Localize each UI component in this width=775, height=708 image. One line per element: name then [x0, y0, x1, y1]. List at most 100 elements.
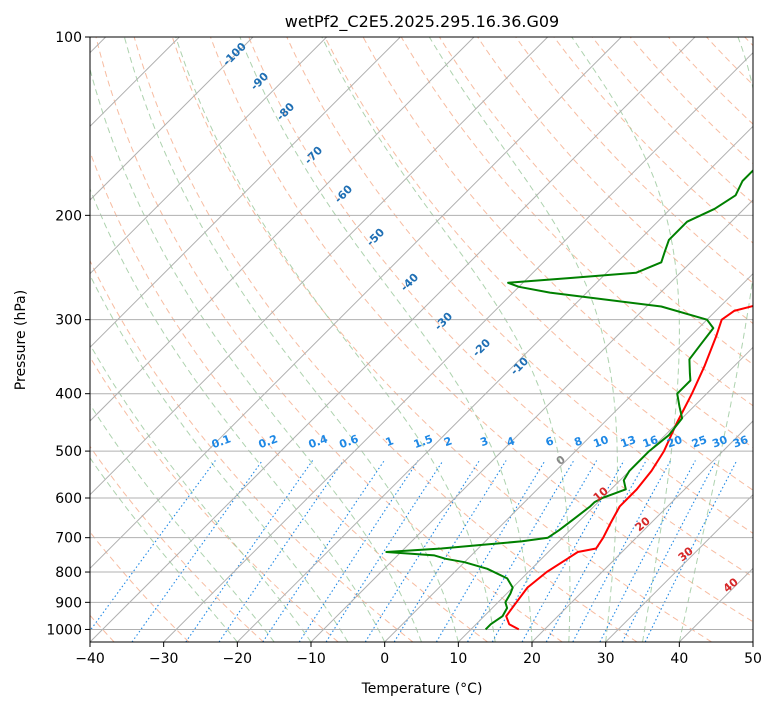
isotherm-line [90, 37, 549, 496]
isotherm-line [457, 346, 753, 642]
plot-frame [89, 36, 754, 643]
dry-adiabat-line [629, 37, 753, 165]
x-tick-label: 0 [380, 651, 389, 667]
moist-adiabat-line [90, 456, 238, 642]
y-tick-label: 900 [55, 595, 82, 611]
dry-adiabat-line [90, 150, 488, 642]
moist-adiabat-line [175, 37, 496, 642]
isotherm-line [236, 125, 753, 642]
mixing-ratio-line [218, 460, 344, 642]
dry-adiabat-label: -70 [302, 144, 325, 167]
moist-adiabat-line [90, 403, 275, 642]
isotherm-line [90, 37, 475, 422]
moist-adiabat-label: 20 [633, 514, 653, 534]
mixing-ratio-label: 20 [665, 433, 684, 451]
moist-adiabat-line [90, 343, 312, 642]
isotherm-line [90, 37, 254, 201]
dry-adiabat-label: -30 [432, 310, 455, 333]
moist-adiabat-line [428, 37, 618, 642]
dry-adiabat-label: -90 [248, 70, 271, 93]
mixing-ratio-label: 1 [384, 434, 396, 449]
dewpoint-profile-line [385, 169, 753, 631]
y-tick-label: 1000 [46, 622, 82, 638]
mixing-ratio-label: 3 [478, 434, 490, 449]
mixing-ratio-label: 13 [619, 433, 638, 450]
mixing-ratio-line [298, 460, 419, 642]
dry-adiabat-line [324, 37, 753, 491]
dry-adiabat-line [515, 37, 753, 284]
mixing-ratio-label: 36 [731, 433, 750, 451]
isotherm-line [605, 493, 753, 642]
mixing-ratio-label: 0.6 [338, 432, 361, 451]
y-tick-label: 200 [55, 208, 82, 224]
dry-adiabat-label: -100 [220, 40, 249, 69]
moist-adiabat-label: 10 [591, 484, 611, 504]
x-tick-label: −40 [75, 651, 105, 667]
y-tick-label: 500 [55, 444, 82, 460]
x-tick-label: −10 [296, 651, 326, 667]
mixing-ratio-line [572, 460, 672, 642]
mixing-ratio-label: 4 [505, 434, 517, 449]
dry-adiabat-label: -60 [332, 182, 355, 205]
isotherm-line [752, 641, 753, 642]
x-axis-label: Temperature (°C) [361, 681, 483, 697]
dry-adiabat-line [553, 37, 753, 244]
moist-adiabat-line [90, 187, 386, 642]
mixing-ratio-line [262, 460, 385, 642]
temperature-profile-line [505, 304, 753, 631]
mixing-ratio-label: 16 [641, 433, 660, 451]
mixing-ratio-label: 10 [592, 433, 611, 451]
moist-adiabat-label: 30 [676, 544, 696, 564]
mixing-ratio-label: 0.1 [210, 432, 233, 451]
isotherm-line [90, 37, 622, 570]
mixing-ratio-line [185, 460, 314, 642]
mixing-ratio-line [545, 460, 647, 642]
y-tick-label: 600 [55, 491, 82, 507]
y-tick-label: 400 [55, 387, 82, 403]
mixing-ratio-label: 8 [572, 434, 584, 449]
isotherm-line [163, 51, 753, 642]
isotherm-line [90, 37, 696, 642]
mixing-ratio-line [131, 460, 263, 642]
isotherm-line [531, 420, 753, 642]
isotherm-line [310, 199, 753, 642]
x-tick-label: 20 [523, 651, 541, 667]
mixing-ratio-label: 6 [544, 434, 556, 449]
dry-adiabat-line [706, 37, 753, 86]
x-tick-label: 50 [744, 651, 762, 667]
dry-adiabat-label: -50 [364, 226, 387, 249]
dry-adiabat-line [133, 37, 638, 642]
mixing-ratio-line [90, 460, 216, 632]
moist-adiabat-line [90, 67, 422, 642]
isotherm-line [678, 567, 753, 642]
mixing-ratio-line [435, 460, 546, 642]
dry-adiabat-line [95, 37, 563, 642]
mixing-ratio-line [644, 460, 738, 642]
dry-adiabat-line [591, 37, 753, 204]
x-tick-label: 10 [449, 651, 467, 667]
moist-adiabat-label: 40 [721, 575, 741, 595]
mixing-ratio-label: 25 [690, 433, 709, 450]
mixing-ratio-line [325, 460, 444, 642]
dry-adiabat-line [744, 37, 753, 47]
dry-adiabat-line [90, 259, 414, 642]
mixing-ratio-line [491, 460, 598, 642]
y-tick-label: 300 [55, 313, 82, 329]
x-tick-label: 30 [597, 651, 615, 667]
mixing-ratio-line [364, 460, 480, 642]
x-tick-label: 40 [670, 651, 688, 667]
isotherm-line [90, 37, 328, 275]
y-axis-label: Pressure (hPa) [13, 290, 29, 390]
isotherm-line [384, 272, 753, 642]
mixing-ratio-label: 1.5 [412, 432, 435, 451]
dry-adiabat-line [90, 445, 264, 642]
dry-adiabat-line [477, 37, 753, 325]
mixing-ratio-label: 0.4 [307, 432, 330, 451]
x-tick-label: −20 [223, 651, 253, 667]
mixing-ratio-label: 30 [710, 433, 729, 451]
dry-adiabat-label: -40 [398, 270, 421, 293]
x-tick-label: −30 [149, 651, 179, 667]
moist-adiabat-line [678, 37, 753, 642]
dry-adiabat-line [400, 37, 753, 407]
moist-adiabat-line [571, 37, 680, 642]
